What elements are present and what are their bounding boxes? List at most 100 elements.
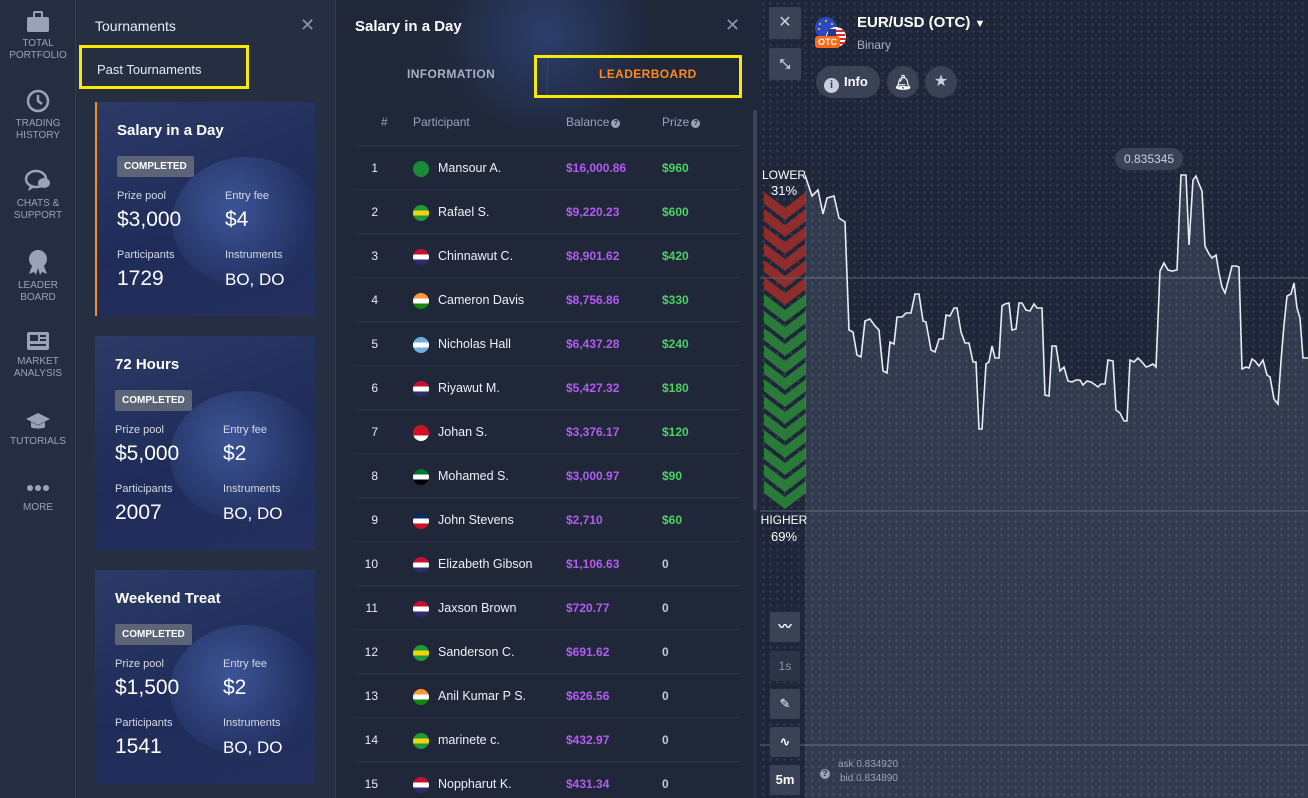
- rank-cell: 7: [371, 425, 378, 439]
- nav-trading-history[interactable]: TRADING HISTORY: [0, 88, 76, 142]
- table-row[interactable]: 10 Elizabeth Gibson $1,106.63 0: [354, 541, 740, 585]
- prize-cell: $330: [662, 293, 689, 307]
- col-prize-header: Prize?: [662, 115, 701, 129]
- table-row[interactable]: 15 Noppharut K. $431.34 0: [354, 761, 740, 798]
- tournament-card[interactable]: Weekend Treat COMPLETED Prize pool $1,50…: [95, 570, 315, 784]
- chart-area[interactable]: ✕ ⤡ OTC EUR/USD (OTC) ▼ Binary i Info 🔔︎ …: [760, 0, 1308, 798]
- table-row[interactable]: 8 Mohamed S. $3,000.97 $90: [354, 453, 740, 497]
- country-flag-icon: [413, 425, 429, 441]
- nav-chats-support[interactable]: CHATS & SUPPORT: [0, 168, 76, 222]
- prize-cell: $600: [662, 205, 689, 219]
- tournament-bg-icon: [170, 625, 315, 755]
- close-leaderboard-icon[interactable]: ✕: [725, 15, 741, 35]
- participant-name: Sanderson C.: [438, 645, 515, 659]
- balance-cell: $432.97: [566, 733, 610, 747]
- prize-cell: 0: [662, 645, 669, 659]
- indicators-icon[interactable]: ∿: [770, 727, 800, 757]
- rank-cell: 1: [371, 161, 378, 175]
- asset-selector[interactable]: EUR/USD (OTC) ▼: [857, 14, 985, 31]
- participants-label: Participants: [115, 483, 173, 495]
- nav-total-portfolio[interactable]: TOTAL PORTFOLIO: [0, 10, 76, 62]
- participant-name: Cameron Davis: [438, 293, 525, 307]
- entry-fee-label: Entry fee: [225, 190, 270, 202]
- close-tournaments-icon[interactable]: ✕: [300, 15, 316, 35]
- participant-name: Anil Kumar P S.: [438, 689, 527, 703]
- collapse-icon[interactable]: ⤡: [769, 48, 801, 80]
- table-row[interactable]: 1 Mansour A. $16,000.86 $960: [354, 145, 740, 189]
- past-tournaments-link[interactable]: Past Tournaments: [79, 45, 249, 89]
- left-nav: TOTAL PORTFOLIO TRADING HISTORY CHATS & …: [0, 0, 76, 798]
- lower-chevron: [764, 260, 806, 288]
- star-icon[interactable]: ★: [925, 66, 957, 98]
- nav-more[interactable]: MORE: [0, 478, 76, 514]
- prize-cell: $120: [662, 425, 689, 439]
- nav-market-analysis[interactable]: MARKET ANALYSIS: [0, 330, 76, 380]
- prize-pool-label: Prize pool: [117, 190, 166, 202]
- balance-cell: $3,376.17: [566, 425, 620, 439]
- table-row[interactable]: 4 Cameron Davis $8,756.86 $330: [354, 277, 740, 321]
- help-icon[interactable]: ?: [820, 769, 830, 779]
- prize-cell: $60: [662, 513, 683, 527]
- table-row[interactable]: 12 Sanderson C. $691.62 0: [354, 629, 740, 673]
- table-row[interactable]: 3 Chinnawut C. $8,901.62 $420: [354, 233, 740, 277]
- table-row[interactable]: 13 Anil Kumar P S. $626.56 0: [354, 673, 740, 717]
- participant-name: Chinnawut C.: [438, 249, 514, 263]
- participant-name: Rafael S.: [438, 205, 490, 219]
- balance-cell: $720.77: [566, 601, 610, 615]
- balance-cell: $626.56: [566, 689, 610, 703]
- instruments-label: Instruments: [223, 717, 281, 729]
- col-balance-header: Balance?: [566, 115, 621, 129]
- participants-value: 2007: [115, 501, 162, 524]
- higher-chevron: [764, 464, 806, 492]
- lower-chevron: [764, 277, 806, 305]
- timeframe-1s-button[interactable]: 1s: [770, 651, 800, 681]
- table-row[interactable]: 14 marinete c. $432.97 0: [354, 717, 740, 761]
- help-icon[interactable]: ?: [611, 119, 621, 128]
- rank-cell: 15: [364, 777, 378, 791]
- table-row[interactable]: 2 Rafael S. $9,220.23 $600: [354, 189, 740, 233]
- higher-chevron: [764, 294, 806, 322]
- tournament-title: Weekend Treat: [115, 590, 221, 607]
- timeframe-5m-button[interactable]: 5m: [770, 765, 800, 795]
- nav-label: TRADING HISTORY: [15, 118, 61, 141]
- rank-cell: 2: [371, 205, 378, 219]
- table-row[interactable]: 9 John Stevens $2,710 $60: [354, 497, 740, 541]
- bell-icon[interactable]: 🔔︎: [887, 66, 919, 98]
- prize-cell: $960: [662, 161, 689, 175]
- info-button[interactable]: i Info: [816, 66, 880, 98]
- rank-cell: 14: [364, 733, 378, 747]
- participant-name: Mohamed S.: [438, 469, 509, 483]
- table-row[interactable]: 6 Riyawut M. $5,427.32 $180: [354, 365, 740, 409]
- tournament-title: 72 Hours: [115, 356, 180, 373]
- more-dots-icon: [27, 485, 49, 491]
- higher-chevron: [764, 430, 806, 458]
- entry-fee-value: $4: [225, 208, 249, 231]
- table-row[interactable]: 5 Nicholas Hall $6,437.28 $240: [354, 321, 740, 365]
- nav-label: MARKET ANALYSIS: [13, 356, 63, 379]
- pencil-icon[interactable]: ✎: [770, 689, 800, 719]
- prize-cell: 0: [662, 689, 669, 703]
- nav-tutorials[interactable]: TUTORIALS: [0, 410, 76, 448]
- participants-value: 1729: [117, 267, 164, 290]
- scrollbar-thumb[interactable]: [753, 110, 757, 510]
- tournament-card[interactable]: 72 Hours COMPLETED Prize pool $5,000 Ent…: [95, 336, 315, 550]
- chat-icon: [24, 169, 50, 191]
- tab-information[interactable]: INFORMATION: [407, 67, 496, 81]
- help-icon[interactable]: ?: [691, 119, 701, 128]
- balance-cell: $2,710: [566, 513, 603, 527]
- higher-chevron: [764, 396, 806, 424]
- higher-chevron: [764, 413, 806, 441]
- panel-title: Tournaments: [95, 18, 176, 34]
- tournament-bg-icon: [172, 157, 315, 287]
- lower-chevron: [764, 209, 806, 237]
- chart-type-icon[interactable]: 〰: [770, 612, 800, 642]
- participant-name: Nicholas Hall: [438, 337, 511, 351]
- higher-chevron: [764, 311, 806, 339]
- balance-cell: $6,437.28: [566, 337, 620, 351]
- table-row[interactable]: 11 Jaxson Brown $720.77 0: [354, 585, 740, 629]
- tab-leaderboard[interactable]: LEADERBOARD: [599, 67, 697, 81]
- close-icon[interactable]: ✕: [769, 7, 801, 39]
- table-row[interactable]: 7 Johan S. $3,376.17 $120: [354, 409, 740, 453]
- nav-leader-board[interactable]: LEADER BOARD: [0, 248, 76, 304]
- tournament-card[interactable]: Salary in a Day COMPLETED Prize pool $3,…: [95, 102, 315, 316]
